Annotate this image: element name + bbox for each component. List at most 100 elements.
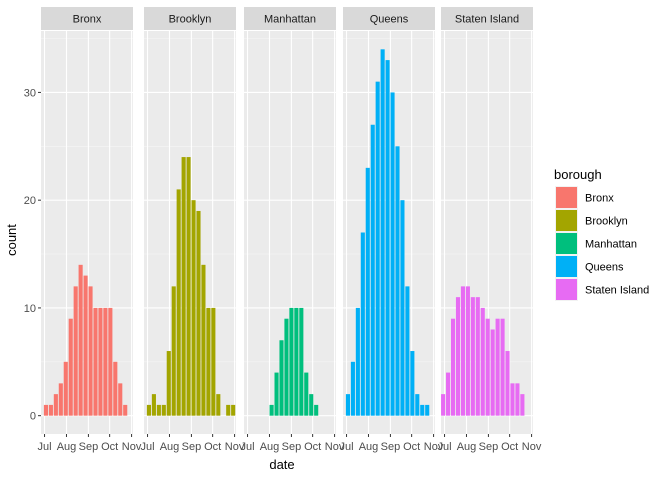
bar [156, 404, 161, 416]
facet-strip [41, 7, 133, 30]
bar [284, 318, 289, 416]
legend-label: Queens [585, 262, 624, 274]
legend-item-staten-island: Staten Island [555, 278, 649, 301]
legend-swatch [556, 210, 577, 231]
x-tick-label: Jul [141, 441, 155, 453]
facet-strip [441, 7, 533, 30]
bar [455, 297, 461, 416]
bar [480, 307, 485, 416]
x-tick-label: Aug [359, 441, 379, 453]
x-tick-label: Nov [325, 441, 345, 453]
bar [465, 286, 470, 416]
bar [385, 60, 390, 416]
bar [73, 286, 78, 416]
facet-brooklyn: Brooklyn Jul Aug Sep Oct Nov [141, 7, 245, 453]
y-tick-label: 30 [24, 87, 36, 99]
bar [93, 307, 98, 416]
x-tick-label: Sep [79, 441, 99, 453]
x-tick-label: Jul [38, 441, 52, 453]
x-tick-label: Sep [182, 441, 202, 453]
bar [279, 340, 284, 416]
legend-label: Brooklyn [585, 216, 628, 228]
bar [231, 404, 236, 416]
bar [274, 372, 279, 416]
y-tick-label: 10 [24, 303, 36, 315]
bar [191, 200, 196, 416]
bar [53, 394, 58, 416]
bar [400, 200, 405, 416]
x-tick-label: Oct [501, 441, 518, 453]
bar [304, 372, 309, 416]
x-tick-label: Sep [282, 441, 302, 453]
legend-item-queens: Queens [555, 255, 624, 278]
bar [375, 81, 380, 416]
bar [355, 307, 360, 416]
bar [495, 318, 500, 416]
y-tick-label: 0 [30, 411, 36, 423]
bar [299, 307, 304, 416]
x-tick-label: Nov [424, 441, 444, 453]
bar [113, 361, 118, 416]
bar [151, 394, 156, 416]
bar [405, 286, 410, 416]
legend-swatch [556, 279, 577, 300]
facet-bronx: Bronx Jul Aug Sep Oct Nov [38, 7, 142, 453]
legend-item-brooklyn: Brooklyn [555, 209, 628, 232]
bar [166, 351, 171, 416]
bar [78, 264, 83, 416]
bar [395, 146, 400, 416]
bar [441, 394, 446, 416]
bar [360, 232, 365, 416]
x-tick-label: Aug [160, 441, 180, 453]
bar [500, 318, 505, 416]
bar [161, 404, 166, 416]
facet-queens: Queens Jul Aug Sep Oct Nov [340, 7, 444, 453]
bar [63, 361, 68, 416]
legend-label: Staten Island [585, 285, 649, 297]
x-tick-label: Aug [57, 441, 77, 453]
facet-strip-label: Brooklyn [169, 14, 212, 26]
x-tick-label: Oct [304, 441, 321, 453]
bar [345, 394, 351, 416]
facet-strip [144, 7, 236, 30]
x-tick-label: Jul [340, 441, 354, 453]
bar [186, 157, 191, 416]
bar [515, 383, 520, 416]
bar [294, 307, 299, 416]
bar [176, 189, 181, 416]
x-tick-label: Sep [381, 441, 401, 453]
x-tick-label: Oct [403, 441, 420, 453]
facet-strip-label: Staten Island [455, 14, 519, 26]
bar [350, 361, 355, 416]
bar [505, 351, 510, 416]
bar [470, 297, 475, 416]
bar [420, 404, 425, 416]
facet-strip-label: Bronx [73, 14, 102, 26]
bar [425, 404, 430, 416]
legend-swatch [556, 187, 577, 208]
legend-label: Manhattan [585, 239, 637, 251]
bar [98, 307, 103, 416]
bar [370, 124, 375, 416]
bar [201, 264, 206, 416]
bar [450, 318, 456, 416]
bar [103, 307, 108, 416]
x-axis-title: date [269, 457, 294, 472]
facet-strip [343, 7, 435, 30]
bar [206, 307, 211, 416]
bar [446, 372, 451, 416]
bar [410, 351, 415, 416]
bar [380, 49, 385, 416]
legend-swatch [556, 233, 577, 254]
bar [289, 307, 294, 416]
x-tick-label: Oct [101, 441, 118, 453]
bar [415, 394, 420, 416]
legend-title: borough [554, 167, 602, 182]
bar [43, 404, 49, 416]
bar [314, 404, 319, 416]
bar [216, 394, 221, 416]
x-tick-label: Nov [122, 441, 142, 453]
facet-manhattan: Manhattan Jul Aug Sep Oct Nov [241, 7, 345, 453]
facet-strip [244, 7, 336, 30]
